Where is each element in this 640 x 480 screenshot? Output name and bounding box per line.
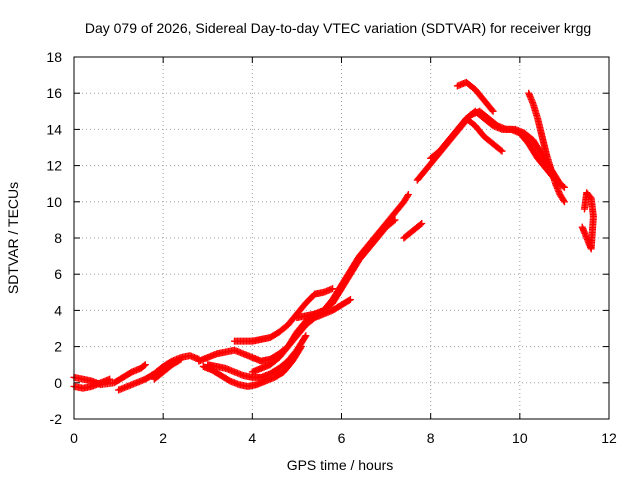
data-point bbox=[329, 285, 337, 293]
y-tick-label: 12 bbox=[46, 158, 62, 174]
data-point bbox=[580, 205, 588, 213]
data-point bbox=[301, 333, 309, 341]
y-tick-label: 6 bbox=[54, 266, 62, 282]
data-point bbox=[346, 296, 354, 304]
series-track bbox=[453, 78, 497, 115]
data-point bbox=[403, 192, 411, 200]
data-point bbox=[404, 191, 412, 199]
y-tick-label: 14 bbox=[46, 121, 62, 137]
data-point bbox=[391, 216, 399, 224]
data-point bbox=[489, 107, 497, 115]
plot-frame bbox=[73, 56, 610, 420]
series-track bbox=[231, 285, 337, 345]
x-tick-label: 2 bbox=[159, 430, 167, 446]
x-tick-label: 12 bbox=[601, 430, 617, 446]
data-point bbox=[176, 356, 184, 364]
data-point bbox=[418, 220, 426, 228]
grid-lines bbox=[74, 57, 609, 419]
series-track bbox=[400, 220, 426, 242]
data-point bbox=[497, 146, 505, 154]
data-point bbox=[560, 196, 568, 204]
data-point bbox=[140, 362, 148, 370]
x-tick-label: 4 bbox=[248, 430, 256, 446]
x-tick-label: 10 bbox=[512, 430, 528, 446]
series-track bbox=[204, 332, 310, 381]
data-point bbox=[302, 332, 310, 340]
series-track bbox=[578, 189, 597, 253]
series-track bbox=[427, 115, 506, 162]
y-tick-label: -2 bbox=[50, 411, 63, 427]
x-tick-label: 8 bbox=[427, 430, 435, 446]
x-tick-label: 0 bbox=[70, 430, 78, 446]
y-tick-label: 0 bbox=[54, 375, 62, 391]
data-point bbox=[106, 375, 114, 383]
y-axis-label: SDTVAR / TECUs bbox=[5, 182, 21, 294]
y-tick-label: 16 bbox=[46, 85, 62, 101]
data-point bbox=[488, 106, 496, 114]
data-point bbox=[498, 147, 506, 155]
x-axis-label: GPS time / hours bbox=[287, 457, 394, 473]
data-point bbox=[141, 361, 149, 369]
y-tick-label: 10 bbox=[46, 194, 62, 210]
data-point bbox=[345, 296, 353, 304]
series-track bbox=[150, 355, 185, 383]
y-tick-label: 2 bbox=[54, 339, 62, 355]
x-tick-label: 6 bbox=[338, 430, 346, 446]
series-track bbox=[525, 89, 568, 206]
data-point bbox=[560, 198, 568, 206]
chart-title: Day 079 of 2026, Sidereal Day-to-day VTE… bbox=[85, 20, 591, 36]
series-track bbox=[70, 375, 114, 392]
series-track bbox=[248, 216, 399, 376]
data-point bbox=[560, 183, 568, 191]
data-points bbox=[70, 78, 597, 394]
data-point bbox=[559, 182, 567, 190]
y-tick-label: 4 bbox=[54, 302, 62, 318]
data-point bbox=[177, 355, 185, 363]
y-tick-label: 8 bbox=[54, 230, 62, 246]
series-track bbox=[293, 191, 412, 322]
data-point bbox=[416, 221, 424, 229]
y-tick-label: 18 bbox=[46, 49, 62, 65]
